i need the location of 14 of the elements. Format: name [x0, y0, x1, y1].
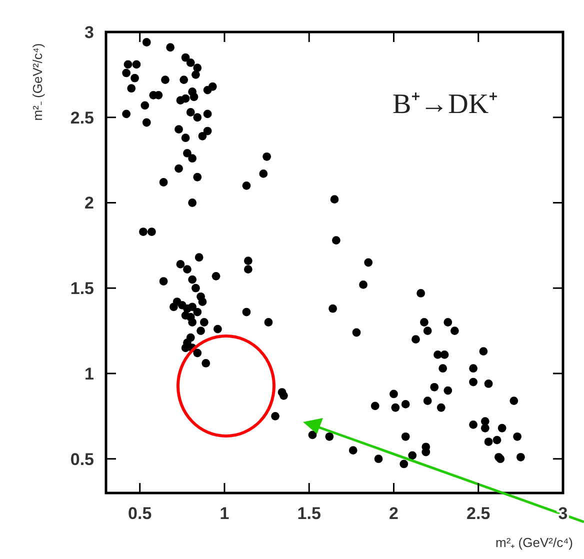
x-tick-label: 1 — [220, 504, 230, 523]
x-tick-label: 2 — [389, 504, 398, 523]
y-tick-label: 3 — [84, 23, 94, 42]
x-tick-label: 1.5 — [297, 504, 321, 523]
text: B⁺→DK⁺ — [392, 89, 498, 120]
y-tick-label: 2.5 — [70, 108, 94, 128]
y-axis-title: m²₋ (GeV²/c⁴) — [30, 43, 45, 121]
y-tick-label: 2 — [84, 194, 94, 213]
y-tick-label: 1 — [84, 364, 94, 384]
x-tick-label: 2.5 — [466, 504, 490, 523]
x-tick-label: 0.5 — [128, 504, 152, 523]
y-tick-label: 1.5 — [70, 279, 94, 298]
y-tick-label: 0.5 — [70, 450, 94, 469]
x-axis-title: m²₊ (GeV²/c⁴) — [496, 535, 573, 550]
